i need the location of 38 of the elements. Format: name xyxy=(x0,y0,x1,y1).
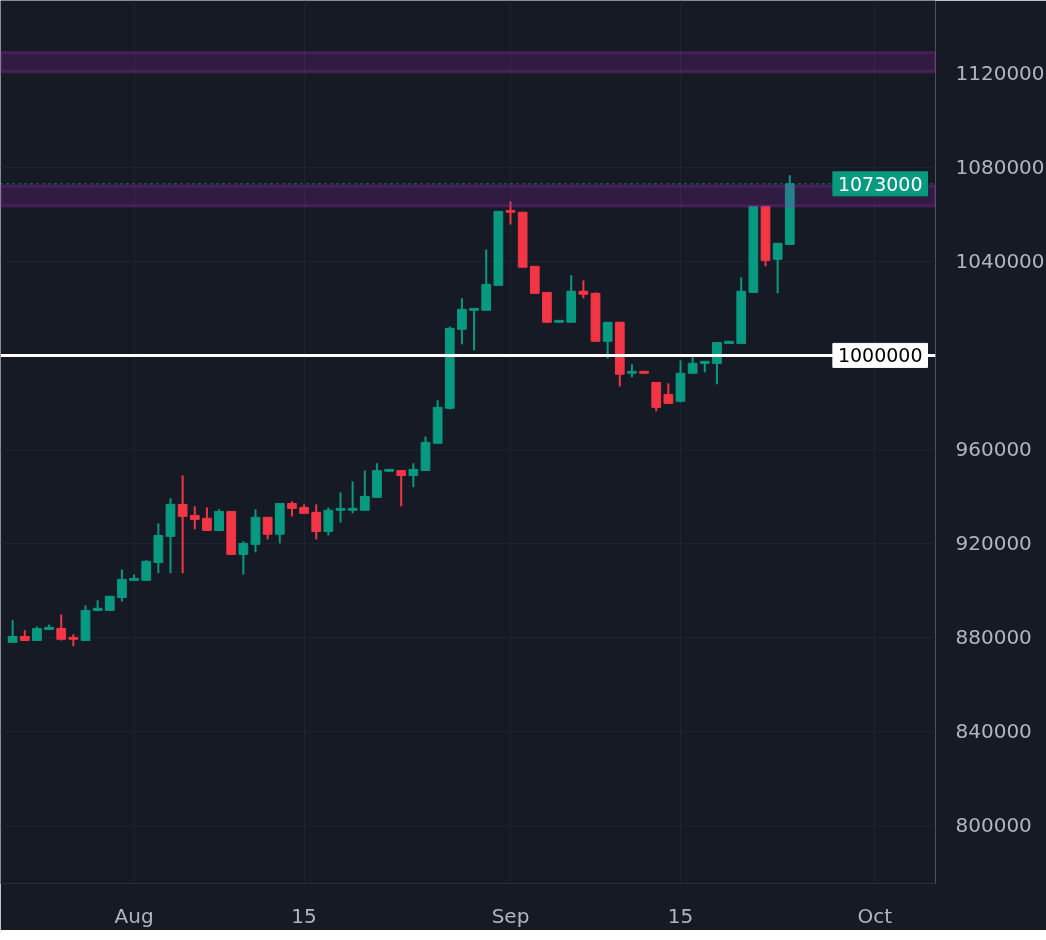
candlestick xyxy=(189,505,200,531)
candlestick xyxy=(7,619,18,644)
candlestick xyxy=(177,474,188,575)
candlestick xyxy=(347,480,358,515)
x-tick-label: 15 xyxy=(667,903,694,928)
candlestick xyxy=(141,559,152,582)
candlestick xyxy=(602,321,613,360)
candlestick xyxy=(469,307,479,352)
ref-line-label: 1073000 xyxy=(837,172,923,195)
y-tick-label: 1120000 xyxy=(955,61,1045,86)
candlestick xyxy=(311,503,322,541)
candlestick xyxy=(335,491,346,524)
candlestick xyxy=(408,462,419,489)
candlestick xyxy=(56,613,67,642)
candlestick xyxy=(457,297,467,346)
y-tick-label: 1040000 xyxy=(955,249,1045,274)
y-tick-label: 880000 xyxy=(955,625,1032,650)
candlestick xyxy=(238,540,249,576)
candlestick xyxy=(396,469,407,508)
candlestick xyxy=(202,506,212,532)
x-tick-label: Oct xyxy=(857,903,893,928)
candlestick xyxy=(262,516,273,541)
candlestick xyxy=(214,508,224,532)
x-tick-label: Sep xyxy=(491,903,530,928)
y-tick-label: 840000 xyxy=(955,719,1032,744)
x-tick-label: Aug xyxy=(114,903,154,928)
candlestick xyxy=(359,469,370,512)
ref-line-label: 1000000 xyxy=(837,344,923,367)
candlestick xyxy=(117,568,127,603)
candlestick xyxy=(505,200,516,226)
y-tick-label: 1080000 xyxy=(955,155,1045,180)
y-tick-label: 920000 xyxy=(955,531,1032,556)
y-tick-label: 960000 xyxy=(955,437,1032,462)
candlestick xyxy=(323,506,334,537)
candlestick xyxy=(772,242,783,295)
candlestick xyxy=(663,382,674,405)
x-tick-label: 15 xyxy=(291,903,317,928)
y-tick-label: 800000 xyxy=(955,813,1032,838)
